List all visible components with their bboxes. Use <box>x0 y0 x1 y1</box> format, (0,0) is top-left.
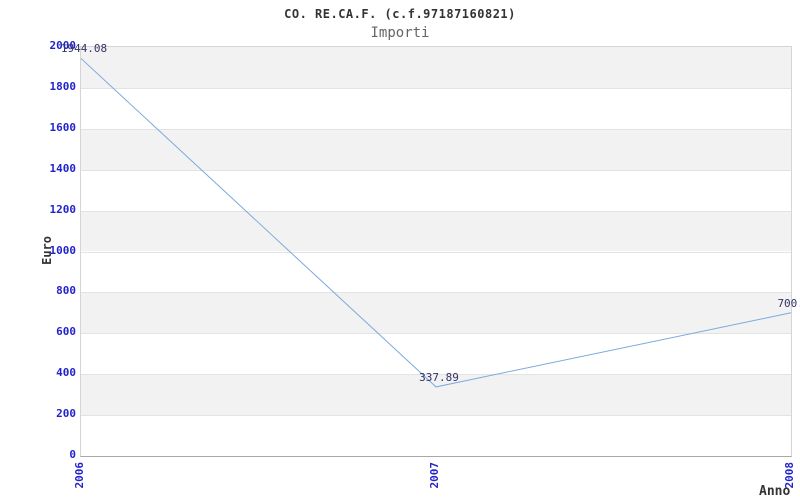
x-tick-label: 2006 <box>73 462 86 489</box>
plot-band <box>81 87 791 129</box>
plot-band <box>81 374 791 416</box>
y-tick-label: 600 <box>56 325 76 339</box>
series-line <box>80 58 792 388</box>
plot-band <box>81 210 791 252</box>
data-point-label: 700.4 <box>777 296 800 310</box>
plot-band <box>81 47 791 88</box>
y-tick-label: 800 <box>56 284 76 298</box>
data-point-label: 337.89 <box>419 370 459 384</box>
chart-subtitle: Importi <box>370 25 430 41</box>
y-tick-label: 2000 <box>49 39 77 52</box>
plot-band <box>81 333 791 375</box>
y-tick-label: 1400 <box>49 161 77 175</box>
y-tick-label: 200 <box>56 407 76 421</box>
plot-band <box>81 169 791 211</box>
plot-band <box>81 251 791 293</box>
plot-band <box>81 415 791 456</box>
y-tick-label: 1600 <box>49 120 77 134</box>
y-tick-label: 1800 <box>49 79 77 93</box>
x-axis-title: Anno <box>759 484 791 499</box>
chart-title: CO. RE.CA.F. (c.f.97187160821) <box>284 7 516 21</box>
x-tick-label: 2007 <box>428 462 441 489</box>
plot-band <box>81 292 791 334</box>
y-tick-label: 1000 <box>49 243 77 257</box>
plot-band <box>81 128 791 170</box>
y-tick-label: 400 <box>56 366 76 380</box>
x-tick-label: 2008 <box>783 462 796 489</box>
y-tick-label: 0 <box>69 448 76 461</box>
plot-area <box>80 46 792 457</box>
data-point-label: 1944.08 <box>60 42 108 56</box>
y-tick-label: 1200 <box>49 202 77 216</box>
